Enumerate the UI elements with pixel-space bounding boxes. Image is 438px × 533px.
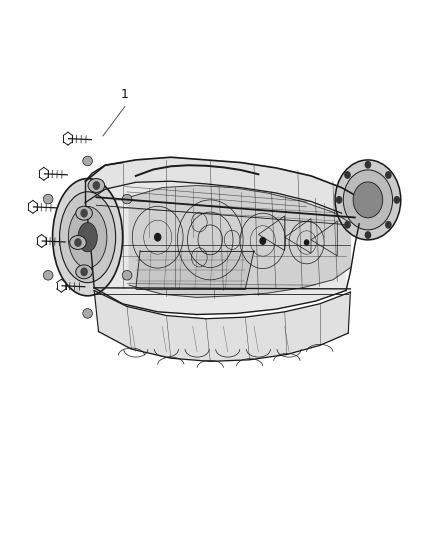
Circle shape <box>345 172 350 178</box>
Ellipse shape <box>70 236 86 249</box>
Circle shape <box>260 238 265 244</box>
Circle shape <box>394 197 399 203</box>
Circle shape <box>353 182 383 218</box>
Polygon shape <box>94 290 350 361</box>
Ellipse shape <box>60 192 116 282</box>
Circle shape <box>155 233 161 241</box>
Polygon shape <box>85 181 359 314</box>
Ellipse shape <box>68 206 107 268</box>
Ellipse shape <box>43 270 53 280</box>
Circle shape <box>345 222 350 228</box>
Circle shape <box>386 222 391 228</box>
Ellipse shape <box>122 194 132 204</box>
Circle shape <box>343 170 392 230</box>
Circle shape <box>75 239 81 246</box>
Circle shape <box>81 209 87 217</box>
Ellipse shape <box>83 156 92 166</box>
Polygon shape <box>85 157 368 213</box>
Circle shape <box>386 172 391 178</box>
Circle shape <box>365 161 371 168</box>
Circle shape <box>304 240 309 245</box>
Polygon shape <box>129 185 350 297</box>
Circle shape <box>93 182 99 189</box>
Ellipse shape <box>53 179 123 296</box>
Ellipse shape <box>122 271 132 280</box>
Polygon shape <box>136 251 254 289</box>
Ellipse shape <box>78 222 97 252</box>
Ellipse shape <box>76 265 92 279</box>
Ellipse shape <box>43 194 53 204</box>
Circle shape <box>336 197 342 203</box>
Ellipse shape <box>88 179 105 192</box>
Text: 1: 1 <box>121 88 129 101</box>
Ellipse shape <box>83 309 92 318</box>
Circle shape <box>365 232 371 238</box>
Ellipse shape <box>76 206 92 220</box>
Circle shape <box>81 268 87 276</box>
Circle shape <box>335 160 401 240</box>
